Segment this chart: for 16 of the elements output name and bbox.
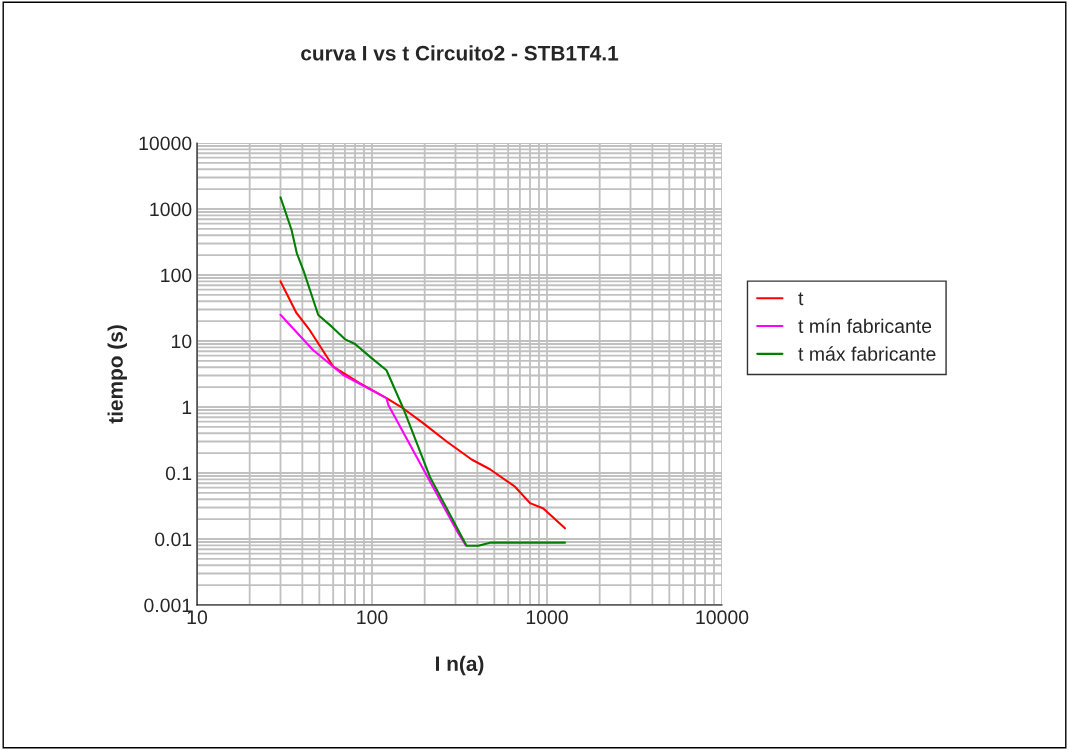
y-tick-label: 10 (172, 334, 192, 349)
x-tick-label: 10000 (696, 610, 749, 625)
x-axis-title: I n(a) (436, 655, 484, 676)
y-axis-title: tiempo (s) (107, 325, 127, 424)
legend-label: t máx fabricante (798, 346, 936, 361)
legend-label: t (798, 292, 804, 306)
y-tick-label: 100 (161, 268, 192, 283)
y-tick-label: 10000 (139, 136, 192, 151)
y-tick-label: 0.01 (155, 532, 192, 547)
x-tick-label: 1000 (526, 610, 568, 625)
y-tick-label: 0.1 (165, 466, 192, 481)
chart-title: curva I vs t Circuito2 - STB1T4.1 (301, 45, 619, 61)
y-tick-label: 1 (182, 400, 192, 415)
x-tick-label: 100 (357, 610, 388, 625)
y-tick-label: 1000 (150, 202, 192, 217)
legend-label: t mín fabricante (798, 318, 932, 334)
